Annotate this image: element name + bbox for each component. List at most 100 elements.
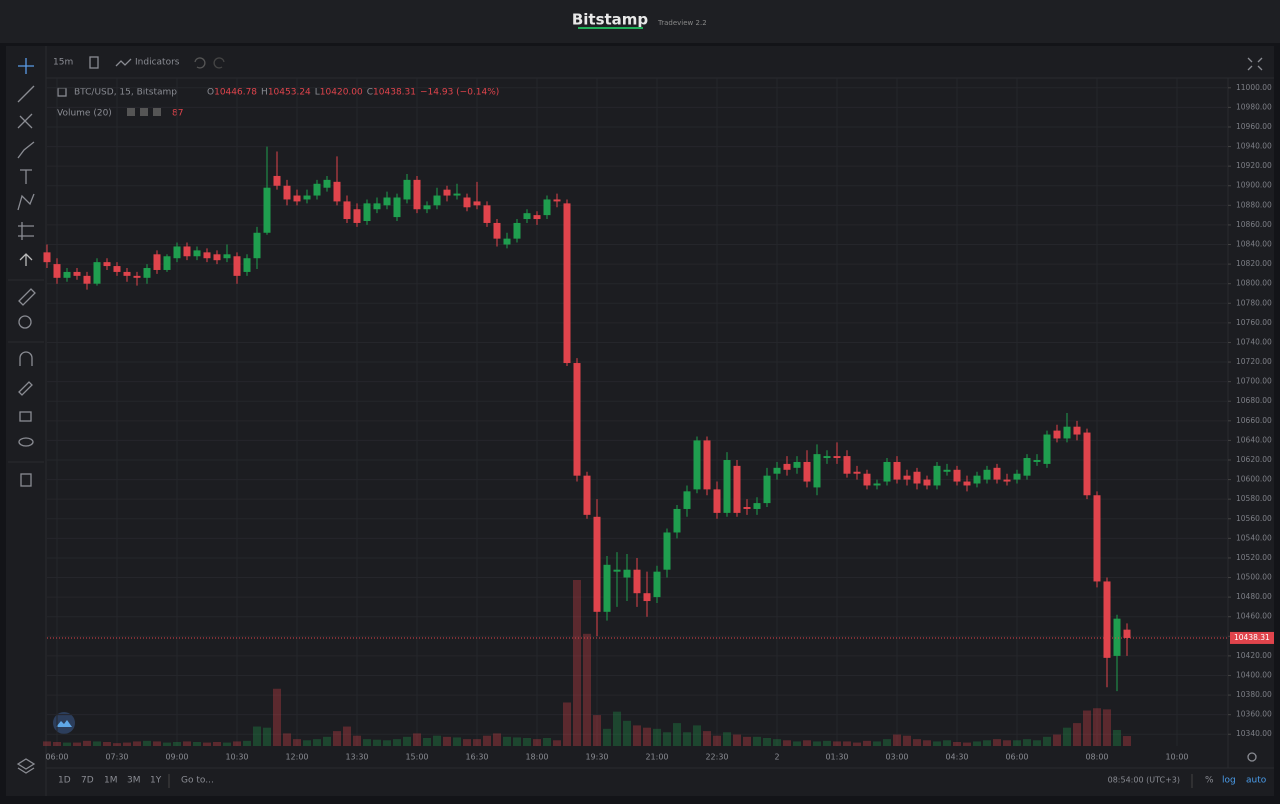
last-price-tag: [1230, 631, 1274, 644]
volume-bar: [953, 741, 961, 746]
volume-bar: [1123, 736, 1131, 746]
scale-option[interactable]: %: [1205, 776, 1214, 786]
y-tick-label: 10660.00: [1236, 416, 1272, 425]
y-tick-label: 10720.00: [1236, 357, 1272, 366]
volume-bar: [813, 741, 821, 746]
range-button[interactable]: 7D: [81, 776, 94, 786]
volume-bar: [693, 725, 701, 746]
volume-bar: [943, 740, 951, 746]
range-button[interactable]: 3M: [127, 776, 141, 786]
range-button[interactable]: 1D: [58, 776, 71, 786]
volume-bar: [193, 741, 201, 746]
x-tick-label: 10:30: [225, 753, 248, 762]
candle-body: [73, 271, 81, 276]
range-button[interactable]: 1Y: [150, 776, 162, 786]
x-tick-label: 2: [774, 753, 779, 762]
candle-body: [103, 262, 111, 267]
volume-bar: [433, 735, 441, 746]
candle-body: [633, 569, 641, 594]
candle-body: [793, 461, 801, 468]
fullscreen[interactable]: [1247, 57, 1263, 71]
magnet-tool[interactable]: [19, 351, 33, 366]
fib-tool[interactable]: [17, 113, 33, 129]
settings[interactable]: [1247, 752, 1257, 762]
top-bar: [0, 0, 1280, 43]
y-tick-label: 10420.00: [1236, 651, 1272, 660]
candle-body: [963, 481, 971, 486]
scale-option[interactable]: auto: [1246, 776, 1267, 786]
interval[interactable]: 15m: [53, 58, 73, 68]
scale-option[interactable]: log: [1222, 776, 1236, 786]
volume-bar: [823, 740, 831, 746]
x-tick-label: 01:30: [825, 753, 848, 762]
vol-remove[interactable]: [153, 108, 161, 116]
line-tool[interactable]: [17, 85, 35, 103]
hide-tool[interactable]: [18, 437, 34, 447]
candle-body: [1063, 426, 1071, 439]
text-tool[interactable]: [20, 169, 32, 184]
candle-body: [953, 469, 961, 482]
redo[interactable]: [213, 57, 225, 69]
volume-bar: [963, 742, 971, 746]
volume-bar: [1073, 723, 1081, 746]
volume-bar: [863, 740, 871, 746]
arrow-tool[interactable]: [19, 253, 33, 266]
stay-drawing-tool[interactable]: [18, 381, 33, 396]
candle-body: [203, 252, 211, 259]
volume-bar: [483, 735, 491, 746]
vol-settings[interactable]: [127, 108, 135, 116]
y-tick-label: 10880.00: [1236, 200, 1272, 209]
volume-bar: [93, 741, 101, 746]
volume-bar: [213, 741, 221, 746]
goto[interactable]: Go to...: [181, 776, 214, 786]
volume-bar: [593, 715, 601, 746]
candle-body: [863, 473, 871, 486]
pattern-tool[interactable]: [17, 193, 35, 211]
volume-bar: [103, 741, 111, 746]
layers-tool[interactable]: [16, 758, 36, 774]
x-tick-label: 15:00: [405, 753, 428, 762]
delete-tool[interactable]: [20, 473, 32, 487]
chart-style-icon[interactable]: [89, 56, 99, 69]
volume-bar: [653, 728, 661, 746]
candle-body: [523, 213, 531, 220]
brush-tool[interactable]: [17, 141, 35, 159]
vol-hide[interactable]: [140, 108, 148, 116]
volume-bar: [1003, 740, 1011, 746]
indicators-icon[interactable]: [115, 58, 132, 67]
volume-bar: [753, 736, 761, 746]
volume-bar: [473, 739, 481, 746]
candle-body: [133, 275, 141, 278]
plot: [43, 78, 1228, 746]
volume-bar: [733, 734, 741, 746]
candle-body: [833, 456, 841, 459]
volume-bar: [343, 726, 351, 746]
volume-bar: [123, 742, 131, 746]
measure-tool[interactable]: [18, 288, 36, 306]
x-tick-label: 16:30: [465, 753, 488, 762]
y-tick-label: 10640.00: [1236, 435, 1272, 444]
candle-body: [293, 195, 301, 202]
undo[interactable]: [194, 57, 206, 69]
crosshair-tool[interactable]: [18, 58, 34, 74]
candle-body: [433, 195, 441, 206]
volume-bar: [383, 740, 391, 746]
prediction-tool[interactable]: [18, 222, 34, 240]
ohlc-key: C: [367, 88, 373, 98]
range-button[interactable]: 1M: [104, 776, 118, 786]
candle-body: [473, 201, 481, 206]
ohlc-value: 10420.00: [320, 88, 363, 98]
logo-badge[interactable]: [53, 712, 75, 734]
lock-tool[interactable]: [19, 411, 32, 422]
volume-bar: [53, 741, 61, 746]
volume-bar: [263, 727, 271, 746]
y-tick-label: 10480.00: [1236, 592, 1272, 601]
indicators[interactable]: Indicators: [135, 58, 180, 68]
zoom-tool[interactable]: [18, 315, 32, 329]
volume-bar: [643, 727, 651, 746]
volume-bar: [333, 731, 341, 746]
y-tick-label: 10500.00: [1236, 573, 1272, 582]
x-tick-label: 22:30: [705, 753, 728, 762]
candle-body: [823, 456, 831, 459]
brand[interactable]: Bitstamp: [572, 11, 649, 29]
